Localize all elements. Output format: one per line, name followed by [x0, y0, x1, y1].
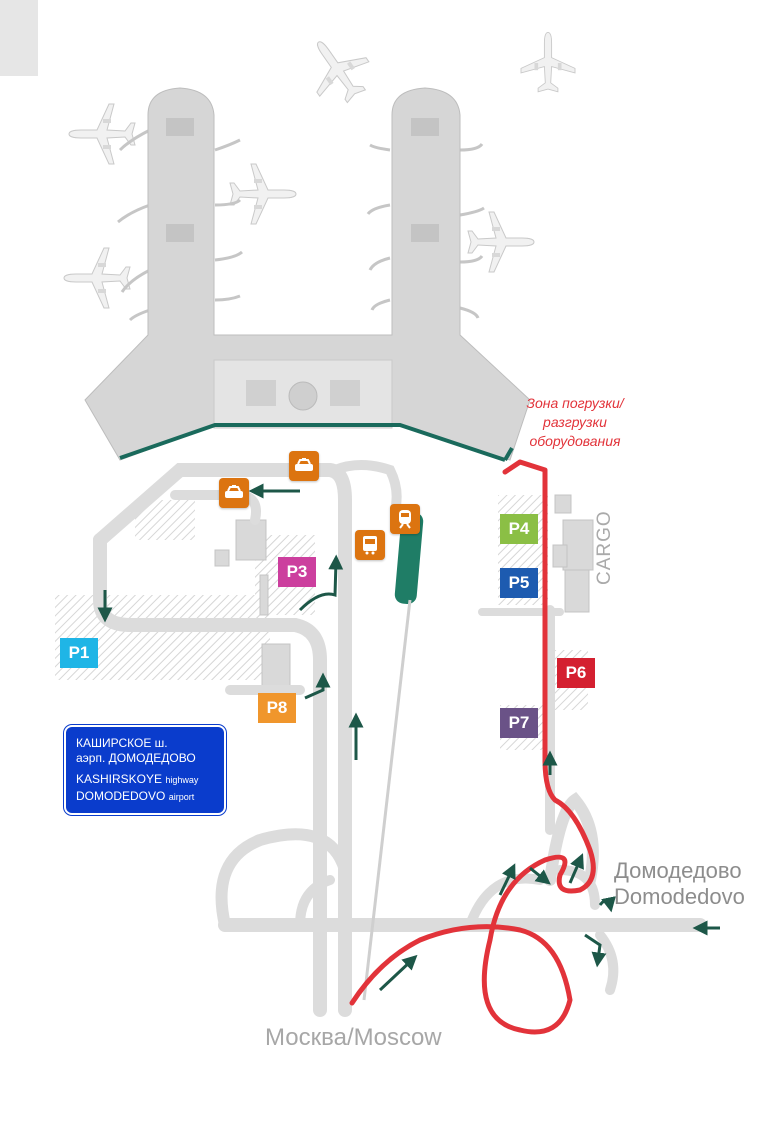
sign-ru-line2: аэрп. ДОМОДЕДОВО: [76, 751, 196, 765]
sign-en-line2-main: DOMODEDOVO: [76, 789, 166, 803]
sign-en-line1: KASHIRSKOYE highway: [76, 772, 224, 787]
parking-p7-badge: P7: [500, 708, 538, 738]
highway-sign: КАШИРСКОЕ ш. аэрп. ДОМОДЕДОВО KASHIRSKOY…: [66, 727, 224, 813]
plane-icon: [467, 211, 535, 273]
plane-icon: [229, 163, 297, 225]
aeroexpress-track: [362, 511, 424, 1001]
taxi-icon: [289, 451, 319, 481]
taxi-icon: [219, 478, 249, 508]
loading-zone-line1: Зона погрузки/: [526, 395, 624, 411]
plane-icon: [63, 247, 131, 309]
parking-p3-badge: P3: [278, 557, 316, 587]
delivery-route: [349, 459, 596, 1035]
plane-icon: [520, 31, 576, 93]
direction-arrows: [97, 483, 720, 992]
loading-zone-line3: оборудования: [529, 433, 621, 449]
parking-p1-badge: P1: [60, 638, 98, 668]
terminal-building: [84, 87, 531, 462]
buildings: [214, 494, 594, 689]
parking-p5-badge: P5: [500, 568, 538, 598]
cargo-label: CARGO: [594, 510, 615, 585]
corner-tab: [0, 0, 38, 76]
plane-icon: [293, 24, 382, 114]
destination-en-label: Domodedovo: [614, 884, 745, 909]
train-icon: [390, 504, 420, 534]
parking-p4-badge: P4: [500, 514, 538, 544]
sign-en-line2-small: airport: [168, 792, 195, 802]
loading-zone-label: Зона погрузки/ разгрузки оборудования: [470, 394, 680, 451]
destination-ru-label: Домодедово: [614, 858, 742, 883]
sign-en-line1-small: highway: [165, 775, 199, 785]
sign-en-line2: DOMODEDOVO airport: [76, 789, 224, 804]
origin-label: Москва/Moscow: [265, 1024, 442, 1051]
sign-ru-line1: КАШИРСКОЕ ш.: [76, 736, 168, 750]
parking-p6-badge: P6: [557, 658, 595, 688]
parking-p8-badge: P8: [258, 693, 296, 723]
loading-zone-line2: разгрузки: [543, 414, 607, 430]
bus-icon: [355, 530, 385, 560]
sign-en-line1-main: KASHIRSKOYE: [76, 772, 163, 786]
plane-icon: [68, 103, 136, 165]
